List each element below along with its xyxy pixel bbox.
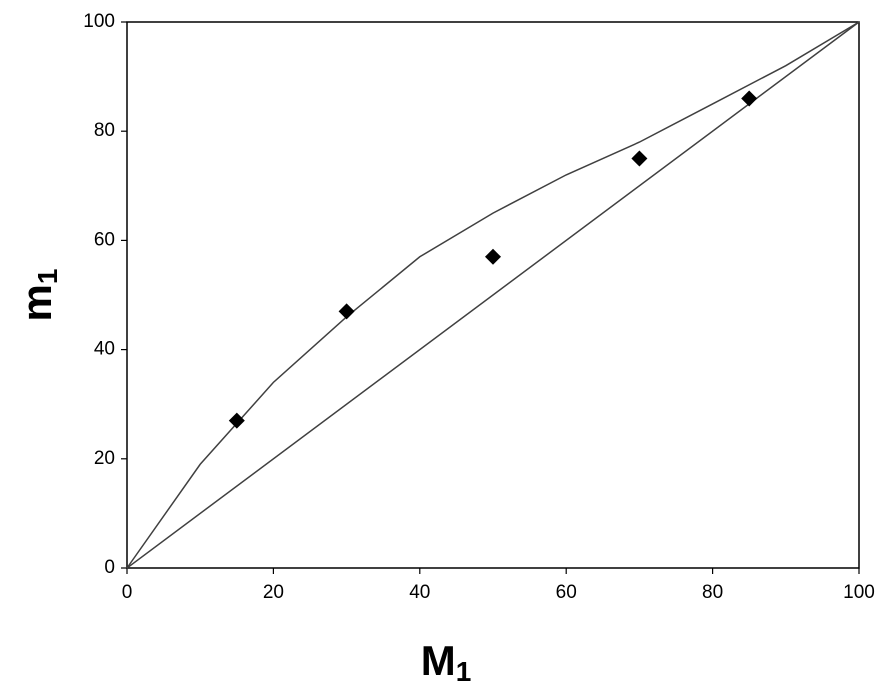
curve-line: [126, 21, 860, 569]
data-point: [338, 303, 355, 320]
x-axis-label: M1: [421, 637, 472, 687]
x-tick-label: 60: [556, 582, 577, 603]
y-axis-label: m1: [13, 269, 63, 322]
y-label-subscript: 1: [32, 269, 63, 285]
x-label-subscript: 1: [456, 656, 472, 687]
y-tick-label: 20: [94, 448, 115, 469]
data-point: [631, 150, 648, 167]
y-tick-label: 80: [94, 120, 115, 141]
y-tick-label: 100: [83, 11, 115, 32]
x-tick-label: 80: [702, 582, 723, 603]
plot-frame: [126, 21, 860, 569]
y-tick-label: 0: [104, 557, 115, 578]
x-tick-label: 0: [122, 582, 133, 603]
curve-line: [126, 21, 860, 569]
y-tick-label: 60: [94, 229, 115, 250]
x-tick-label: 40: [409, 582, 430, 603]
x-label-main: M: [421, 637, 456, 684]
data-point: [228, 412, 245, 429]
x-tick-label: 20: [263, 582, 284, 603]
data-point: [741, 90, 758, 107]
y-label-main: m: [13, 284, 60, 321]
x-tick-label: 100: [843, 582, 875, 603]
data-point: [485, 248, 501, 265]
y-tick-label: 40: [94, 339, 115, 360]
